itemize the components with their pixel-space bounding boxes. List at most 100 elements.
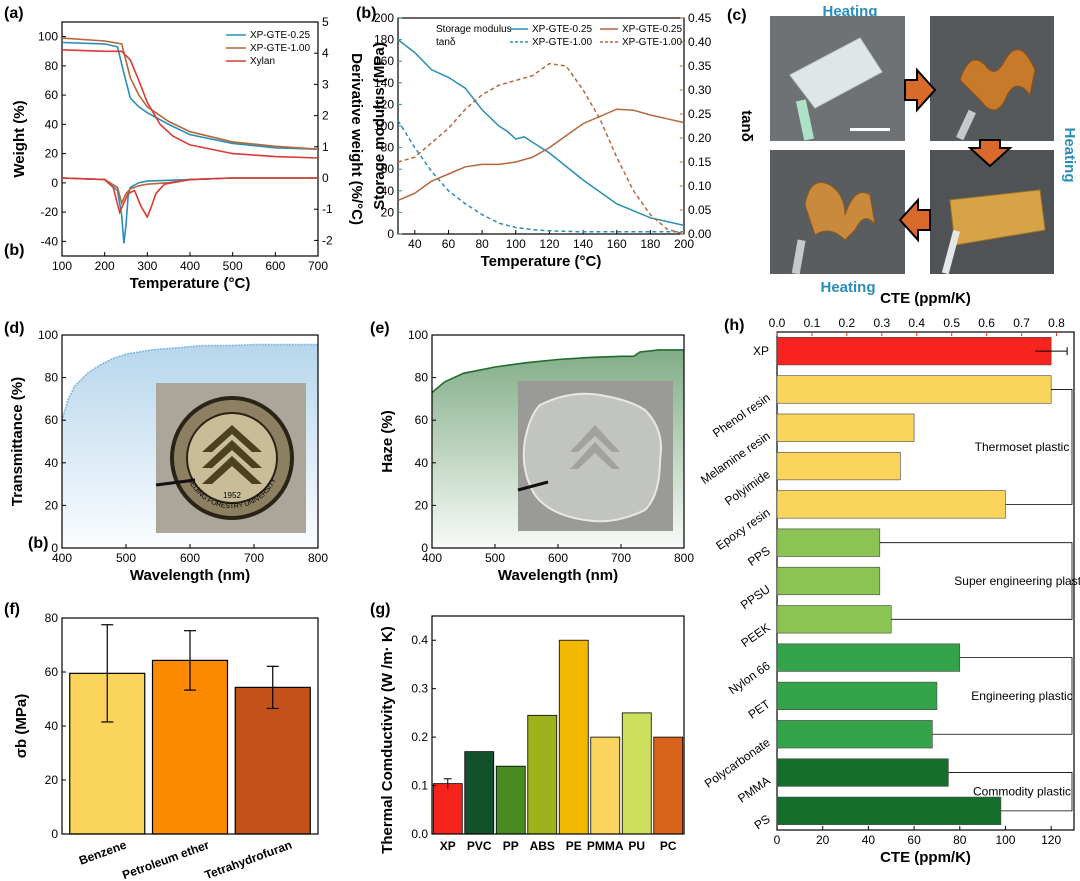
- x-tick-label: XP: [440, 839, 456, 853]
- x-tick-label: 80: [475, 237, 489, 251]
- x-tick-label: 800: [674, 551, 694, 565]
- x2-tick-label: 0.3: [873, 316, 890, 330]
- y-tick-label: 20: [45, 498, 59, 512]
- y-tick-label: PS: [752, 812, 773, 833]
- bar-tetrahydrofuran: [234, 686, 311, 835]
- bar-pps: [776, 528, 881, 557]
- x-tick-label: PE: [566, 839, 582, 853]
- panel-a-tga-chart: (a)(b)100 200 300 400 500 600 700-40-200204060…: [4, 5, 365, 292]
- x-tick-label: 120: [1041, 833, 1061, 847]
- y-tick-label: 0: [51, 176, 58, 190]
- y-tick-label: 40: [45, 456, 59, 470]
- x-axis-label: Wavelength (nm): [498, 567, 618, 584]
- y-tick-label: 60: [45, 88, 59, 102]
- university-emblem-photo: 1952 BEIJING FORESTRY UNIVERSITY: [155, 383, 306, 533]
- bar-ppsu: [776, 566, 881, 596]
- bar-nylon-66: [776, 643, 961, 672]
- y-axis-label: Thermal Comductivity (W /m· K): [379, 626, 396, 854]
- plot-frame: [397, 17, 685, 235]
- x-tick-label: 0: [774, 833, 781, 847]
- y-axis-label: Weight (%): [11, 100, 28, 177]
- x-tick-label: 160: [607, 237, 627, 251]
- bar-pet: [776, 681, 938, 711]
- y2-tick-label: 3: [322, 77, 329, 91]
- bar-peek: [776, 605, 892, 634]
- x-tick-label: Benzene: [77, 838, 128, 868]
- x-tick-label: 400: [422, 551, 442, 565]
- panel-label-f: (f): [4, 601, 20, 618]
- y2-tick-label: 5: [322, 15, 329, 29]
- group-bracket: [948, 772, 1073, 812]
- bar-pmma: [776, 758, 949, 787]
- panel-label-g: (g): [370, 601, 390, 618]
- bar-abs: [527, 714, 558, 835]
- x-tick-label: 100: [995, 833, 1015, 847]
- legend-entry: XP-GTE-1.00: [532, 37, 592, 48]
- y-tick-label: -20: [41, 205, 59, 219]
- x-tick-label: PP: [503, 839, 519, 853]
- y-tick-label: 0: [387, 227, 394, 241]
- x-tick-label: 20: [816, 833, 830, 847]
- group-label: Thermoset plastic: [975, 440, 1070, 454]
- bar-pmma: [590, 736, 621, 835]
- panel-label-a: (a): [4, 5, 24, 22]
- y-tick-label: 0.4: [411, 633, 428, 647]
- y-tick-label: 80: [45, 371, 59, 385]
- x-tick-label: 800: [308, 551, 328, 565]
- series-line-xp-gte-1-00-e-: [397, 120, 684, 233]
- y-tick-label: 80: [381, 141, 395, 155]
- x2-tick-label: 0.7: [1013, 316, 1030, 330]
- x2-axis-label: CTE (ppm/K): [880, 290, 971, 307]
- x-tick-label: 600: [548, 551, 568, 565]
- y-axis-label: Haze (%): [379, 410, 396, 473]
- panel-label-b-overlap: (b): [28, 535, 48, 552]
- legend-header: tanδ: [436, 37, 456, 48]
- y-tick-label: 160: [374, 54, 394, 68]
- y-tick-label: 40: [381, 184, 395, 198]
- y-tick-label: 40: [45, 117, 59, 131]
- x-axis-label: Wavelength (nm): [130, 567, 250, 584]
- panel-g-thermal-conductivity-bar-chart: (g) XP PVC PP ABS PE PMMA PU PC 0.0 0.1 0.2 0.3 0.4 Th…: [370, 601, 685, 854]
- y2-tick-label: 0.15: [688, 155, 712, 169]
- y2-tick-label: 0.45: [688, 11, 712, 25]
- y-tick-label: 0.2: [411, 730, 428, 744]
- arrow-right-icon: [904, 67, 937, 113]
- x-tick-label: 100: [52, 259, 72, 273]
- x-tick-label: 80: [953, 833, 967, 847]
- y-tick-label: 60: [415, 413, 429, 427]
- y-tick-label: 100: [38, 30, 58, 44]
- y2-tick-label: 0.10: [688, 179, 712, 193]
- panel-label-d: (d): [4, 320, 24, 337]
- group-bracket: [879, 542, 1073, 620]
- y2-tick-label: 0.20: [688, 131, 712, 145]
- y2-tick-label: 0.00: [688, 227, 712, 241]
- legend-entry: XP-GTE-1.00: [250, 43, 310, 54]
- x-tick-label: 500: [485, 551, 505, 565]
- y2-tick-label: 2: [322, 109, 329, 123]
- x-tick-label: 40: [862, 833, 876, 847]
- y-tick-label: 140: [374, 76, 394, 90]
- series-line-xylan-weight: [61, 49, 319, 159]
- y-tick-label: 80: [415, 371, 429, 385]
- x-tick-label: 200: [674, 237, 694, 251]
- series-line: [61, 343, 318, 421]
- y-tick-label: PPSU: [738, 582, 773, 612]
- tweezer: [155, 478, 196, 487]
- legend-entry: Xylan: [250, 56, 275, 67]
- panel-b-dma-chart: (b) 40 60 80 100 120 140 160 180 200 0 20 40 60 80 100 1…: [356, 5, 755, 270]
- x-tick-label: PC: [660, 839, 677, 853]
- y-tick-label: 40: [45, 719, 59, 733]
- y2-axis-label: tanδ: [738, 110, 755, 142]
- legend-entry: XP-GTE-1.00: [622, 37, 682, 48]
- y-axis-label: σb (MPa): [13, 694, 30, 758]
- y-tick-label: XP: [753, 344, 769, 358]
- x-tick-label: PMMA: [587, 839, 624, 853]
- x-tick-label: 40: [408, 237, 422, 251]
- y-tick-label: 0: [51, 827, 58, 841]
- y2-tick-label: 0: [322, 171, 329, 185]
- bar-phenol-resin: [776, 375, 1052, 404]
- bar-ps: [776, 796, 1002, 825]
- y-tick-label: PMMA: [735, 774, 773, 806]
- series-line: [431, 349, 684, 394]
